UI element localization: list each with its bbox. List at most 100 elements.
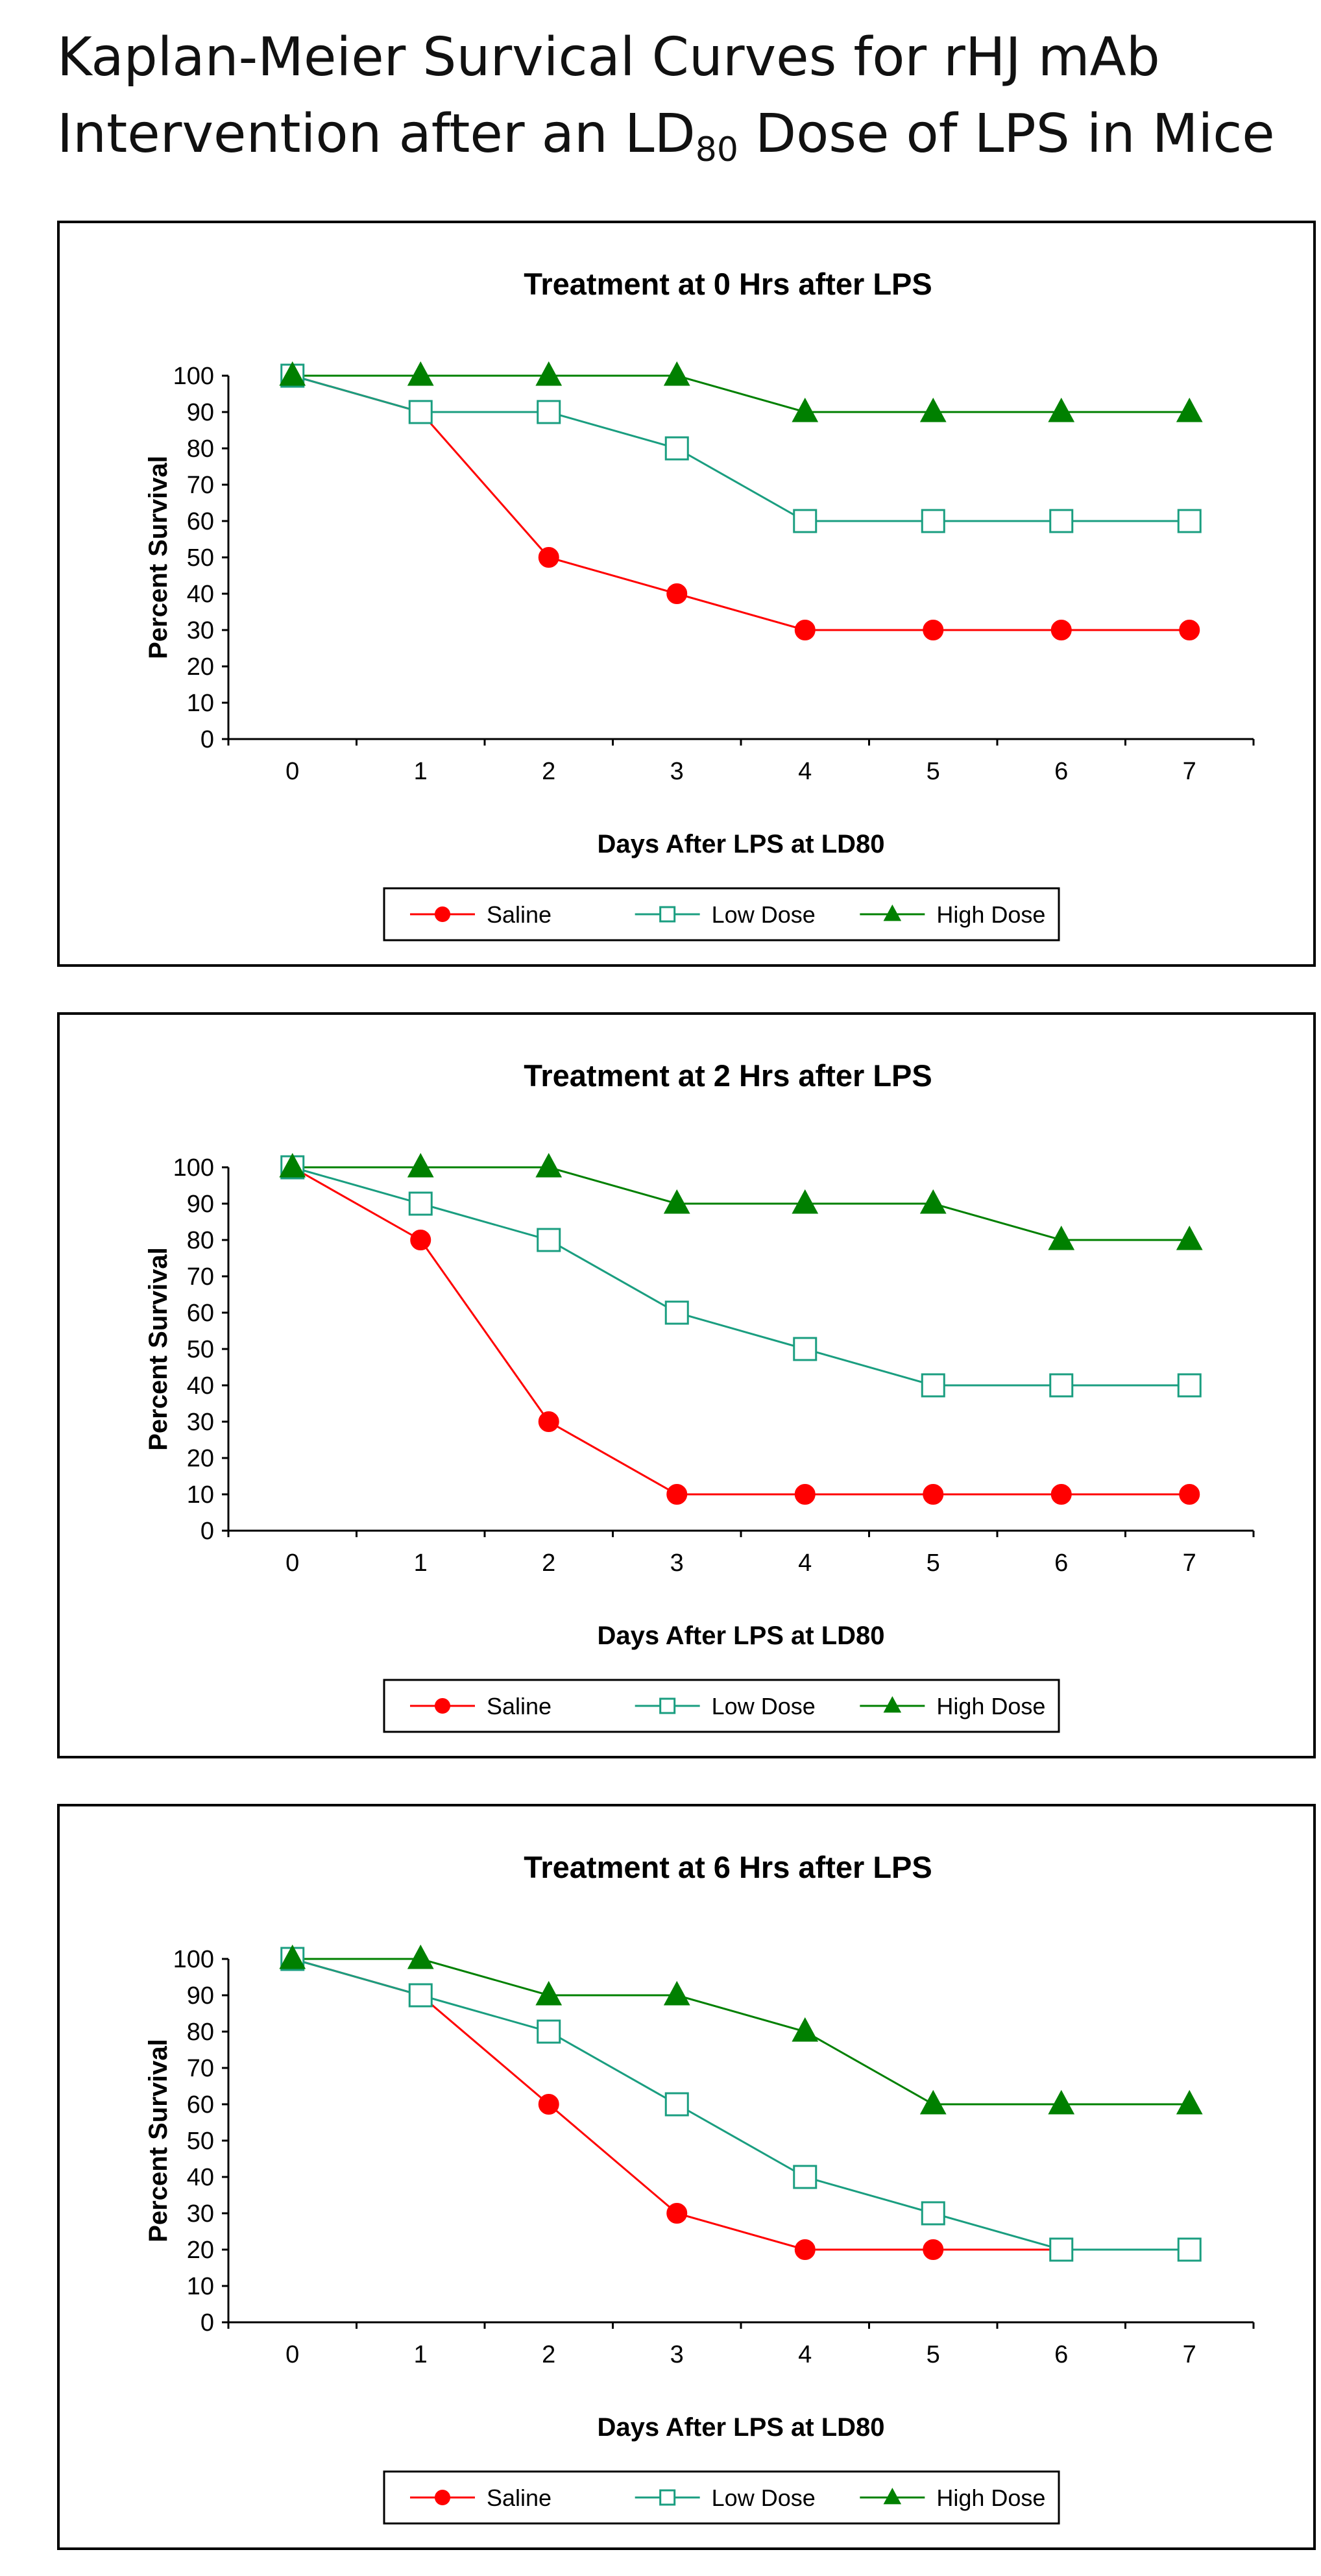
y-tick-label: 30: [187, 617, 214, 644]
y-tick-label: 40: [187, 581, 214, 608]
data-point-saline: [1179, 620, 1200, 640]
y-tick-label: 0: [200, 1518, 214, 1545]
data-point-low-dose: [1177, 509, 1202, 533]
chart-panel-2-hrs: Treatment at 2 Hrs after LPS 0 10 20 30 40 50 6…: [57, 1012, 1316, 1758]
series-line-saline: [292, 1166, 1190, 1496]
y-tick-label: 50: [187, 1336, 214, 1363]
legend-label: High Dose: [936, 2485, 1045, 2511]
data-point-high-dose: [535, 1980, 563, 2006]
data-point-low-dose: [1177, 2237, 1202, 2262]
data-point-high-dose: [535, 361, 563, 386]
y-tick-label: 40: [187, 1372, 214, 1400]
x-tick-label: 6: [1054, 1549, 1068, 1577]
legend-marker: [883, 904, 902, 921]
page-title: Kaplan-Meier Survical Curves for rHJ mAb…: [57, 19, 1316, 173]
chart-panel-0-hrs: Treatment at 0 Hrs after LPS 0 10 20 30 40 50 6…: [57, 221, 1316, 967]
data-point-high-dose: [792, 1189, 819, 1214]
page-title-line-1: Kaplan-Meier Survical Curves for rHJ mAb: [57, 27, 1160, 88]
data-point-high-dose: [663, 1980, 690, 2006]
x-axis-title: Days After LPS at LD80: [597, 1622, 884, 1650]
x-tick-label: 1: [414, 758, 428, 785]
x-axis-title: Days After LPS at LD80: [597, 2413, 884, 2442]
data-point-low-dose: [664, 436, 689, 461]
y-tick-label: 90: [187, 1191, 214, 1218]
data-point-low-dose: [537, 1228, 561, 1252]
data-point-low-dose: [408, 1191, 433, 1216]
data-point-low-dose: [793, 509, 818, 533]
data-point-low-dose: [408, 400, 433, 424]
x-tick-label: 3: [670, 758, 684, 785]
legend-marker: [659, 2489, 676, 2506]
x-tick-label: 2: [542, 758, 555, 785]
y-tick-label: 0: [200, 2309, 214, 2337]
y-tick-label: 80: [187, 435, 214, 463]
data-point-saline: [794, 1484, 816, 1505]
data-point-low-dose: [537, 2019, 561, 2044]
data-point-saline: [1050, 1484, 1072, 1505]
data-point-low-dose: [1049, 2237, 1074, 2262]
data-point-high-dose: [792, 2017, 819, 2042]
data-point-low-dose: [921, 509, 945, 533]
data-point-saline: [1050, 620, 1072, 640]
y-tick-label: 10: [187, 2273, 214, 2300]
y-tick-label: 60: [187, 508, 214, 535]
x-tick-label: 7: [1183, 2341, 1196, 2368]
x-tick-label: 7: [1183, 1549, 1196, 1577]
chart-title: Treatment at 0 Hrs after LPS: [524, 267, 932, 301]
legend-label: High Dose: [936, 1693, 1045, 1719]
y-tick-label: 30: [187, 2200, 214, 2228]
y-tick-label: 80: [187, 1227, 214, 1254]
y-tick-label: 90: [187, 399, 214, 426]
data-point-high-dose: [1048, 1225, 1075, 1250]
x-tick-label: 7: [1183, 758, 1196, 785]
y-tick-label: 10: [187, 1481, 214, 1509]
x-tick-label: 4: [798, 2341, 812, 2368]
data-point-high-dose: [919, 2089, 947, 2115]
x-tick-label: 2: [542, 2341, 555, 2368]
legend-marker: [435, 1698, 450, 1714]
data-point-high-dose: [279, 1944, 306, 1969]
x-tick-label: 3: [670, 2341, 684, 2368]
x-tick-label: 2: [542, 1549, 555, 1577]
y-tick-label: 0: [200, 726, 214, 753]
series-line-high-dose: [292, 374, 1190, 413]
data-point-high-dose: [279, 1152, 306, 1178]
page-title-line-2: Intervention after an LD80 Dose of LPS i…: [57, 96, 1316, 173]
data-point-saline: [794, 2239, 816, 2260]
y-tick-label: 90: [187, 1982, 214, 2010]
data-point-low-dose: [664, 1300, 689, 1325]
page-title-subscript: 80: [695, 130, 738, 169]
data-point-saline: [666, 1484, 688, 1505]
data-point-low-dose: [793, 2165, 818, 2189]
data-point-saline: [410, 1230, 431, 1250]
chart-title: Treatment at 6 Hrs after LPS: [524, 1850, 932, 1884]
data-point-low-dose: [921, 1373, 945, 1398]
legend-label: Saline: [487, 2485, 551, 2511]
legend-marker: [883, 1695, 902, 1713]
y-tick-label: 30: [187, 1409, 214, 1436]
data-point-high-dose: [1048, 397, 1075, 422]
data-point-high-dose: [1176, 2089, 1203, 2115]
data-point-low-dose: [793, 1337, 818, 1361]
chart-title: Treatment at 2 Hrs after LPS: [524, 1058, 932, 1093]
y-tick-label: 50: [187, 544, 214, 572]
series-line-low-dose: [292, 374, 1190, 522]
data-point-saline: [666, 583, 688, 604]
y-tick-label: 60: [187, 2091, 214, 2119]
x-tick-label: 6: [1054, 758, 1068, 785]
legend-marker: [659, 906, 676, 923]
y-axis-title: Percent Survival: [144, 1247, 173, 1451]
data-point-low-dose: [1177, 1373, 1202, 1398]
data-point-high-dose: [792, 397, 819, 422]
legend-box: [383, 2470, 1060, 2525]
data-point-saline: [923, 1484, 944, 1505]
data-point-saline: [538, 2094, 559, 2115]
data-point-high-dose: [279, 361, 306, 386]
y-tick-label: 70: [187, 472, 214, 499]
chart-svg-0-hrs: Treatment at 0 Hrs after LPS010203040506…: [144, 267, 1255, 942]
data-point-low-dose: [537, 400, 561, 424]
data-point-high-dose: [919, 397, 947, 422]
legend-marker: [435, 2490, 450, 2505]
data-point-saline: [923, 620, 944, 640]
legend-label: Saline: [487, 1693, 551, 1719]
